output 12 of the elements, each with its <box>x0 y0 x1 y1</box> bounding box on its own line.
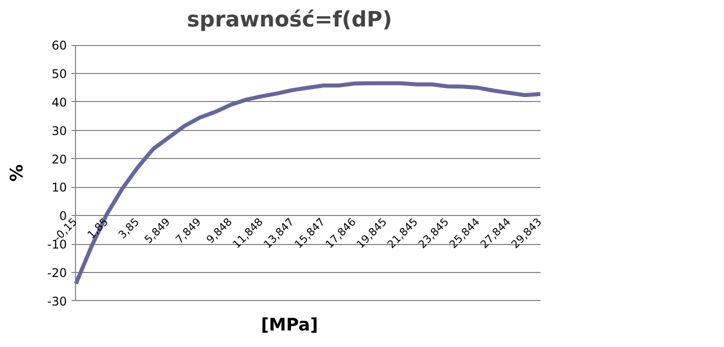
y-tick-label: 10 <box>52 180 67 195</box>
y-tick-label: 20 <box>52 152 67 166</box>
y-axis-title: % <box>8 164 28 182</box>
chart-title: sprawność=f(dP) <box>186 8 392 32</box>
y-tick-label: 0 <box>59 209 67 224</box>
y-tick-label: 30 <box>52 124 67 138</box>
y-tick-label: 50 <box>52 67 67 82</box>
y-tick-label: 40 <box>52 95 67 110</box>
y-tick-label: -20 <box>47 266 67 280</box>
y-tick-label: 60 <box>52 38 67 53</box>
x-axis-title: [MPa] <box>260 316 318 336</box>
y-tick-label: -30 <box>47 294 67 308</box>
